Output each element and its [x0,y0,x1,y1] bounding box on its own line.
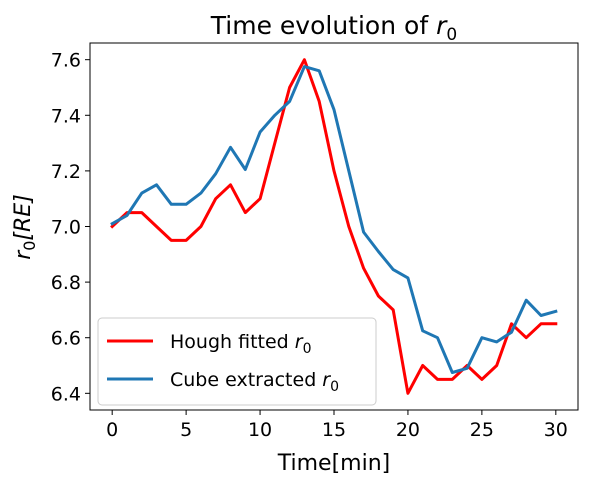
x-tick-label-5: 5 [180,419,192,441]
y-tick-label-1: 6.6 [51,328,81,350]
x-tick-label-30: 30 [544,419,568,441]
y-tick-label-3: 7.0 [51,217,81,239]
y-tick-label-6: 7.6 [51,50,81,72]
x-tick-label-15: 15 [322,419,346,441]
y-tick-label-0: 6.4 [51,383,81,405]
chart-title: Time evolution of r0 [210,11,457,45]
x-axis-label: Time[min] [277,451,391,476]
x-tick-label-20: 20 [396,419,420,441]
y-tick-label-5: 7.4 [51,105,81,127]
x-tick-label-10: 10 [248,419,272,441]
y-axis-label: r0[RE] [11,194,39,260]
legend: Hough fitted r0 Cube extracted r0 [98,318,376,405]
svg-text:r0[RE]: r0[RE] [11,194,39,260]
y-tick-label-4: 7.2 [51,161,81,183]
x-tick-label-0: 0 [106,419,118,441]
x-tick-label-25: 25 [470,419,494,441]
y-tick-label-2: 6.8 [51,272,81,294]
